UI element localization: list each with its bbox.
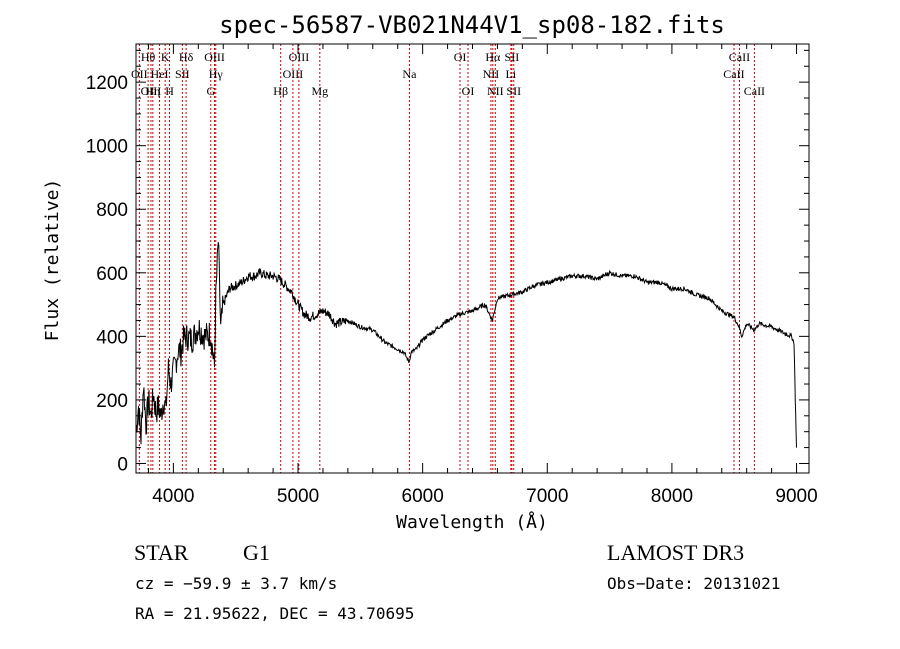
spectral-line-label-8: Hδ bbox=[179, 50, 194, 64]
spectral-line-label-11: Hγ bbox=[209, 67, 224, 81]
spectral-line-label-18: OI bbox=[462, 84, 475, 98]
x-axis-label: Wavelength (Å) bbox=[396, 511, 548, 533]
spectral-line-label-16: Na bbox=[402, 67, 417, 81]
x-tick-label-8000: 8000 bbox=[651, 486, 693, 507]
spectral-line-label-6: H bbox=[165, 84, 174, 98]
spectral-line-label-10: OIII bbox=[204, 50, 225, 64]
spectral-line-label-24: SII bbox=[506, 84, 521, 98]
spectral-line-label-22: Li bbox=[506, 67, 517, 81]
y-tick-label-1200: 1200 bbox=[86, 73, 128, 94]
spectral-line-label-13: OIII bbox=[283, 67, 304, 81]
x-tick-label-7000: 7000 bbox=[526, 486, 568, 507]
x-tick-label-9000: 9000 bbox=[775, 486, 817, 507]
survey-name: LAMOST DR3 bbox=[607, 540, 744, 565]
x-tick-label-5000: 5000 bbox=[277, 486, 319, 507]
spectrum-series bbox=[135, 242, 797, 448]
plot-frame bbox=[135, 43, 810, 474]
spectral-line-label-23: SII bbox=[505, 50, 520, 64]
spectral-line-label-9: G bbox=[206, 84, 215, 98]
redshift-cz: cz = −59.9 ± 3.7 km/s bbox=[135, 574, 337, 593]
spectrum-line bbox=[135, 242, 797, 448]
spectral-line-label-15: Mg bbox=[311, 84, 328, 98]
spectral-line-label-19: NII bbox=[483, 67, 500, 81]
spectral-line-markers bbox=[138, 44, 755, 473]
axis-ticks: 4000 5000 6000 7000 8000 9000 0 200 400 600 800 100… bbox=[86, 44, 818, 507]
spectral-line-label-4: HeI bbox=[151, 67, 169, 81]
spectral-line-label-0: OII bbox=[131, 67, 148, 81]
spectral-line-labels: OIIHθOIIIHηHeIKHSIIHδGOIIIHγHβOIIIOIIIMg… bbox=[131, 50, 765, 98]
spectral-line-label-27: CaII bbox=[744, 84, 765, 98]
spectral-line-label-3: Hη bbox=[145, 84, 160, 98]
y-tick-label-800: 800 bbox=[96, 200, 128, 221]
y-tick-label-600: 600 bbox=[96, 264, 128, 285]
y-axis-label: Flux (relative) bbox=[42, 179, 63, 342]
spectral-line-label-14: OIII bbox=[289, 50, 310, 64]
spectral-line-label-25: CaII bbox=[723, 67, 744, 81]
obs-date: Obs−Date: 20131021 bbox=[607, 574, 780, 593]
chart-title: spec-56587-VB021N44V1_sp08-182.fits bbox=[219, 11, 725, 39]
y-tick-label-400: 400 bbox=[96, 327, 128, 348]
spectral-line-label-5: K bbox=[161, 50, 170, 64]
y-tick-label-1000: 1000 bbox=[86, 137, 128, 158]
spectral-line-label-20: Hα bbox=[485, 50, 501, 64]
spectral-line-label-26: CaII bbox=[729, 50, 750, 64]
spectral-line-label-1: Hθ bbox=[141, 50, 156, 64]
x-tick-label-6000: 6000 bbox=[402, 486, 444, 507]
spectral-line-label-2: OIII bbox=[141, 84, 162, 98]
subclass: G1 bbox=[243, 540, 270, 565]
spectral-line-label-21: NII bbox=[487, 84, 504, 98]
object-class: STAR bbox=[134, 540, 189, 565]
ra-dec: RA = 21.95622, DEC = 43.70695 bbox=[135, 604, 414, 623]
spectral-line-label-12: Hβ bbox=[273, 84, 288, 98]
x-tick-label-4000: 4000 bbox=[152, 486, 194, 507]
spectral-line-label-7: SII bbox=[175, 67, 190, 81]
y-tick-label-200: 200 bbox=[96, 391, 128, 412]
y-tick-label-0: 0 bbox=[117, 454, 128, 475]
spectral-line-label-17: OI bbox=[454, 50, 467, 64]
